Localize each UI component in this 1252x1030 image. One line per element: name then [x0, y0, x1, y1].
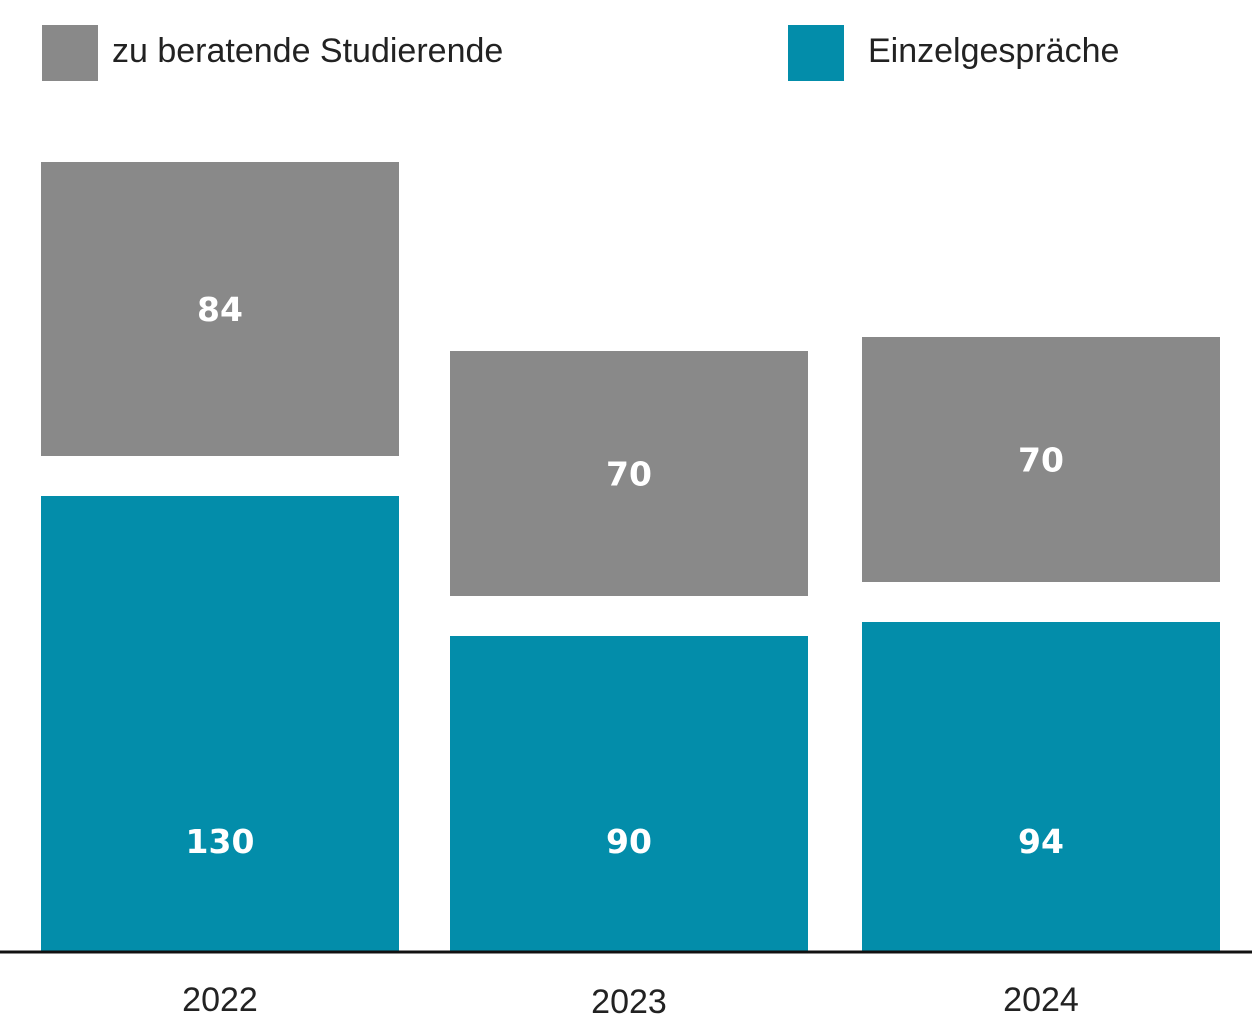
x-tick-label-2024: 2024 [1003, 981, 1079, 1019]
bar-zu-beratende-studierende-2023 [450, 351, 808, 596]
value-label-einzelgespraeche-2024: 94 [1018, 822, 1064, 861]
legend-swatch-zu-beratende-studierende [42, 25, 98, 81]
legend-label-einzelgespraeche: Einzelgespräche [868, 32, 1119, 70]
legend-swatch-einzelgespraeche [788, 25, 844, 81]
value-label-zu-beratende-studierende-2023: 70 [606, 455, 652, 494]
value-label-zu-beratende-studierende-2022: 84 [197, 290, 243, 329]
x-tick-label-2022: 2022 [182, 981, 258, 1019]
bars: 130 84 90 70 94 70 [41, 162, 1220, 951]
legend: zu beratende Studierende Einzelgespräche [42, 25, 1119, 81]
value-label-einzelgespraeche-2023: 90 [606, 822, 652, 861]
bar-zu-beratende-studierende-2024 [862, 337, 1220, 582]
bar-zu-beratende-studierende-2022 [41, 162, 399, 456]
x-axis-ticks: 2022 2023 2024 [182, 981, 1079, 1021]
bar-einzelgespraeche-2022 [41, 496, 399, 951]
value-label-einzelgespraeche-2022: 130 [186, 822, 255, 861]
bar-einzelgespraeche-2023 [450, 636, 808, 951]
x-tick-label-2023: 2023 [591, 983, 667, 1021]
value-label-zu-beratende-studierende-2024: 70 [1018, 441, 1064, 480]
bar-einzelgespraeche-2024 [862, 622, 1220, 951]
legend-label-zu-beratende-studierende: zu beratende Studierende [112, 32, 503, 70]
